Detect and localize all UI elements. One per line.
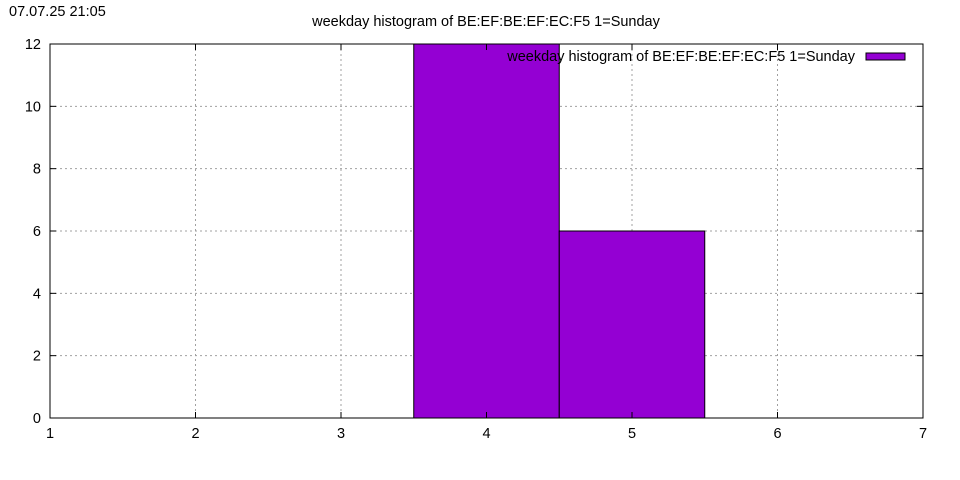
x-tick-label: 3 <box>337 426 345 442</box>
y-tick-label: 2 <box>33 349 41 365</box>
x-tick-label: 5 <box>628 426 636 442</box>
timestamp: 07.07.25 21:05 <box>9 4 106 20</box>
x-tick-label: 7 <box>919 426 927 442</box>
y-tick-label: 12 <box>25 37 41 53</box>
legend-swatch <box>865 52 906 61</box>
x-tick-label: 1 <box>46 426 54 442</box>
x-tick-label: 6 <box>773 426 781 442</box>
y-tick-label: 6 <box>33 224 41 240</box>
histogram-bar <box>558 230 706 419</box>
histogram-bar <box>413 43 560 419</box>
y-tick-label: 8 <box>33 162 41 178</box>
bars <box>413 43 706 419</box>
y-tick-label: 10 <box>25 99 41 115</box>
x-tick-label: 2 <box>191 426 199 442</box>
legend: weekday histogram of BE:EF:BE:EF:EC:F5 1… <box>506 49 906 65</box>
y-tick-label: 4 <box>33 286 41 302</box>
x-tick-label: 4 <box>482 426 490 442</box>
y-tick-label: 0 <box>33 411 41 427</box>
chart-title: weekday histogram of BE:EF:BE:EF:EC:F5 1… <box>311 14 661 30</box>
legend-label: weekday histogram of BE:EF:BE:EF:EC:F5 1… <box>506 49 856 65</box>
